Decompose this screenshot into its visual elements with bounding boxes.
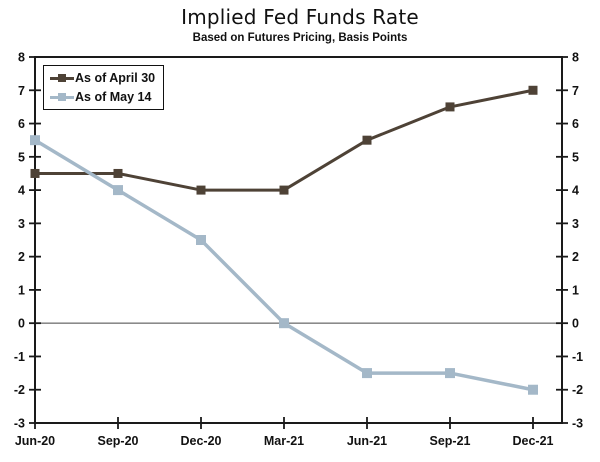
series-line-1	[33, 138, 535, 392]
y-axis-label-left: -2	[14, 383, 25, 397]
y-axis-label-right: 2	[572, 250, 579, 264]
x-axis-label: Jun-21	[347, 434, 387, 448]
y-axis-label-left: -1	[14, 350, 25, 364]
chart-legend: As of April 30 As of May 14	[43, 65, 165, 110]
data-point-0	[528, 85, 538, 95]
data-point-0	[196, 185, 206, 195]
y-axis-label-left: 0	[18, 317, 25, 331]
y-axis-label-right: -2	[572, 383, 583, 397]
y-axis-label-left: 7	[18, 84, 25, 98]
x-axis-label: Jun-20	[15, 434, 55, 448]
legend-label-april-30: As of April 30	[75, 71, 156, 85]
data-point-1	[445, 368, 455, 379]
april-30-line-marker-icon	[50, 73, 74, 83]
legend-entry-may-14: As of May 14	[50, 90, 155, 104]
chart-subtitle: Based on Futures Pricing, Basis Points	[192, 32, 408, 44]
x-axis-label: Sep-20	[98, 434, 139, 448]
x-axis-label: Sep-21	[430, 434, 471, 448]
may-14-line-marker-icon	[50, 92, 74, 102]
y-axis-label-right: 4	[572, 184, 579, 198]
y-axis-label-right: 5	[572, 150, 579, 164]
y-axis-label-right: 7	[572, 84, 579, 98]
y-axis-label-left: 4	[18, 184, 25, 198]
y-axis-label-left: 8	[18, 51, 25, 65]
data-point-0	[445, 102, 455, 112]
data-point-0	[362, 135, 372, 145]
data-point-1	[279, 318, 289, 329]
y-axis-label-left: 6	[18, 117, 25, 131]
y-axis-label-left: 2	[18, 250, 25, 264]
x-axis-label: Dec-21	[513, 434, 554, 448]
data-point-1	[362, 368, 372, 379]
legend-label-may-14: As of May 14	[75, 90, 152, 104]
y-axis-label-right: 6	[572, 117, 579, 131]
data-point-1	[528, 384, 538, 395]
data-point-1	[196, 235, 206, 245]
y-axis-label-right: 1	[572, 283, 579, 297]
legend-entry-april-30: As of April 30	[50, 71, 155, 85]
data-point-0	[113, 168, 123, 178]
data-point-0	[30, 168, 40, 178]
y-axis-label-right: -1	[572, 350, 583, 364]
y-axis-label-left: -3	[14, 417, 25, 431]
data-point-0	[279, 185, 289, 195]
chart-title: Implied Fed Funds Rate	[181, 5, 419, 29]
y-axis-label-left: 3	[18, 217, 25, 231]
data-point-1	[30, 135, 40, 146]
y-axis-label-left: 5	[18, 150, 25, 164]
y-axis-label-right: -3	[572, 417, 583, 431]
y-axis-label-right: 8	[572, 51, 579, 65]
y-axis-label-right: 0	[572, 317, 579, 331]
x-axis-label: Dec-20	[181, 434, 222, 448]
y-axis-label-left: 1	[18, 283, 25, 297]
plot-border	[34, 56, 563, 424]
x-axis-label: Mar-21	[264, 434, 304, 448]
data-point-1	[113, 185, 123, 196]
y-axis-label-right: 3	[572, 217, 579, 231]
